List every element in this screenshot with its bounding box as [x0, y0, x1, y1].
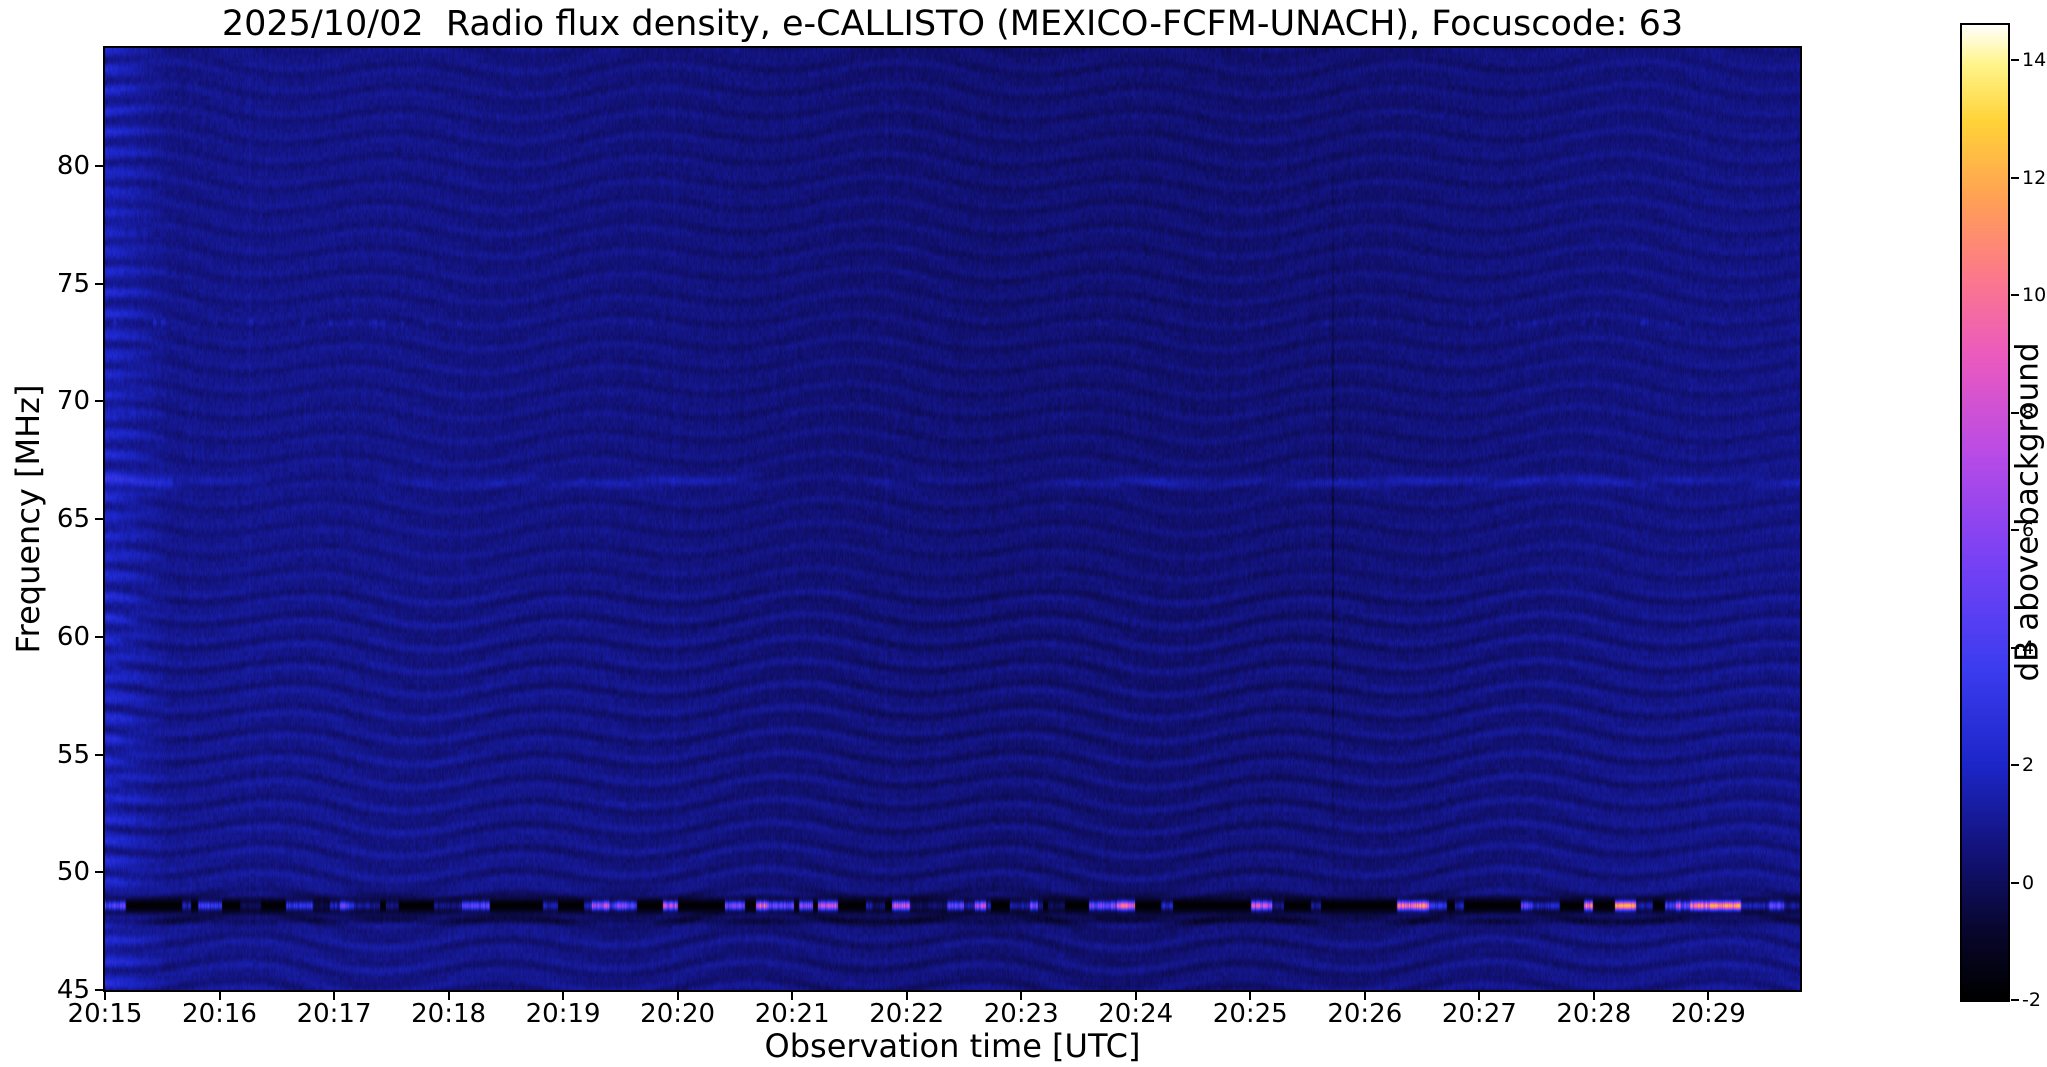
y-tick-label: 75 [56, 268, 90, 299]
y-tick-label: 60 [56, 621, 90, 652]
colorbar-tick-mark [2011, 999, 2019, 1001]
colorbar-tick-mark [2011, 764, 2019, 767]
x-tick-mark [905, 991, 908, 1000]
x-tick-mark [1020, 991, 1023, 1000]
y-tick-mark [95, 989, 104, 991]
colorbar-tick-label: 12 [2022, 166, 2047, 189]
y-tick-label: 65 [56, 504, 90, 534]
y-tick-label: 50 [56, 857, 90, 888]
colorbar-tick-mark [2011, 411, 2019, 414]
y-tick-mark [95, 635, 104, 638]
colorbar-tick-label: 2 [2022, 754, 2035, 777]
x-tick-mark [104, 991, 106, 1000]
y-tick-mark [95, 164, 104, 167]
x-tick-label: 20:25 [1212, 999, 1288, 1029]
x-axis-label: Observation time [UTC] [764, 1027, 1141, 1065]
colorbar-tick-label: 10 [2022, 284, 2047, 307]
colorbar-tick-mark [2011, 646, 2019, 649]
x-tick-mark [1592, 991, 1595, 1000]
x-tick-mark [1707, 991, 1710, 1000]
x-tick-mark [333, 991, 336, 1000]
y-tick-mark [95, 282, 104, 285]
colorbar-tick-label: 4 [2022, 636, 2035, 659]
colorbar-tick-label: 14 [2022, 49, 2047, 72]
y-tick-label: 80 [56, 150, 90, 181]
chart-title: 2025/10/02 Radio flux density, e-CALLIST… [221, 4, 1684, 44]
x-tick-mark [218, 991, 221, 1000]
colorbar-canvas [1962, 25, 2008, 1000]
x-tick-label: 20:27 [1441, 999, 1517, 1029]
colorbar-tick-label: 8 [2022, 401, 2035, 424]
x-tick-mark [1363, 991, 1366, 1000]
colorbar-label-text: dB above background [2009, 342, 2046, 682]
colorbar-tick-mark [2011, 294, 2019, 297]
x-tick-label: 20:28 [1556, 999, 1632, 1029]
y-tick-label: 55 [56, 739, 90, 770]
colorbar [1960, 23, 2010, 1002]
x-tick-mark [447, 991, 450, 1000]
x-tick-label: 20:17 [296, 999, 372, 1029]
x-tick-mark [562, 991, 565, 1000]
y-tick-mark [95, 400, 104, 403]
y-tick-mark [95, 518, 104, 520]
colorbar-tick-label: 0 [2022, 871, 2035, 894]
x-tick-label: 20:18 [411, 999, 487, 1029]
x-tick-label: 20:21 [754, 999, 830, 1029]
y-tick-mark [95, 871, 104, 874]
x-tick-label: 20:23 [983, 999, 1059, 1029]
x-tick-label: 20:16 [182, 999, 257, 1029]
y-tick-mark [95, 753, 104, 756]
x-tick-mark [1249, 991, 1252, 1000]
colorbar-tick-mark [2011, 881, 2019, 884]
x-tick-label: 20:15 [67, 999, 143, 1029]
x-tick-mark [676, 991, 679, 1000]
colorbar-tick-label: -2 [2022, 989, 2041, 1011]
x-tick-label: 20:29 [1670, 999, 1746, 1029]
spectrogram-canvas [105, 48, 1800, 990]
x-tick-label: 20:19 [525, 999, 601, 1029]
x-tick-label: 20:26 [1327, 999, 1403, 1029]
colorbar-tick-mark [2011, 59, 2019, 62]
x-tick-label: 20:20 [640, 999, 716, 1029]
colorbar-tick-mark [2011, 529, 2019, 532]
x-tick-mark [1134, 991, 1137, 1000]
x-tick-label: 20:22 [869, 999, 945, 1029]
x-tick-mark [1478, 991, 1481, 1000]
spectrogram-plot [103, 46, 1802, 992]
y-tick-label: 70 [56, 386, 90, 417]
x-tick-mark [791, 991, 794, 1000]
x-tick-label: 20:24 [1098, 999, 1174, 1029]
colorbar-tick-label: 6 [2022, 519, 2035, 542]
y-tick-label: 45 [56, 975, 90, 1005]
colorbar-tick-mark [2011, 176, 2019, 179]
